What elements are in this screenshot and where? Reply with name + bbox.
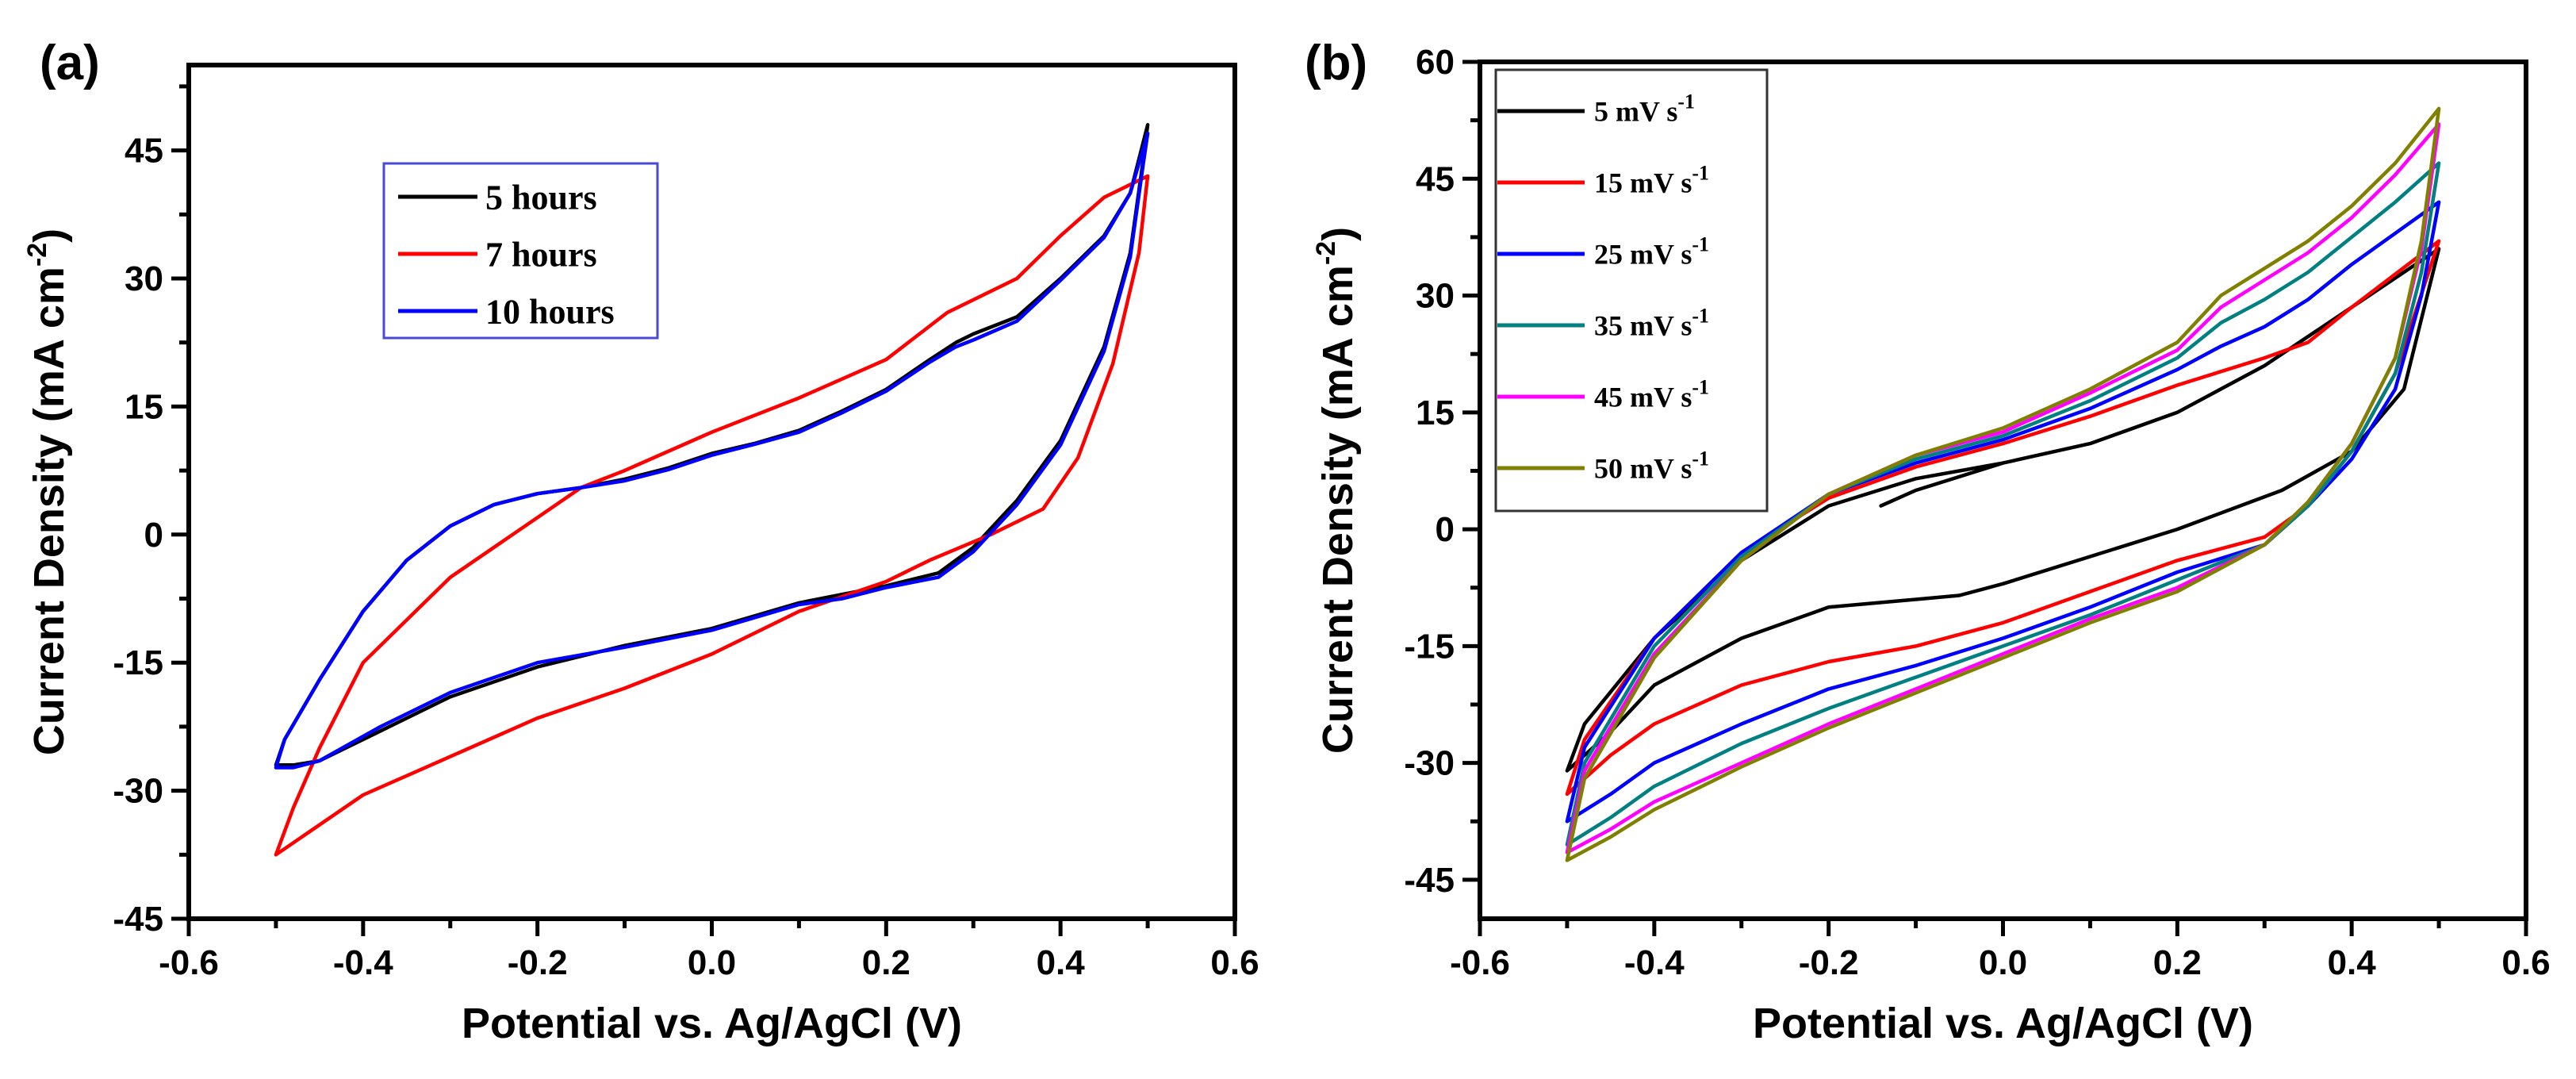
panel-b-legend-label-1: 15 mV s-1 — [1594, 162, 1709, 199]
panel-b-ytick-label: 45 — [1416, 159, 1455, 198]
panel-b-series-0 — [1565, 247, 2441, 773]
panel-b-legend-label-4: 45 mV s-1 — [1594, 376, 1709, 413]
panel-a-legend-box — [382, 162, 659, 340]
panel-b-yaxis-title-end: ) — [1314, 227, 1362, 241]
panel-b-legend-label-2: 25 mV s-1 — [1594, 233, 1709, 271]
panel-b-ytick-label: -15 — [1404, 627, 1455, 666]
panel-b-series-5 — [1565, 106, 2441, 862]
panel-b-ytick-label: -30 — [1404, 744, 1455, 783]
panel-a-axes-frame — [186, 63, 1237, 921]
panel-b-xtick-label: 0.2 — [2153, 943, 2202, 982]
panel-a-legend-label-2: 10 hours — [485, 292, 615, 331]
panel-b-yaxis-title: Current Density (mA cm-2) — [1311, 227, 1362, 754]
panel-a-legend-text-2: 10 hours — [485, 292, 615, 331]
panel-b-series-4 — [1565, 122, 2441, 854]
panel-a-yaxis-title-end: ) — [25, 228, 73, 243]
panel-a-xtick-label: -0.4 — [333, 943, 393, 982]
panel-a-ytick-label: 45 — [125, 132, 163, 171]
panel-a-series-group — [274, 123, 1150, 857]
panel-a-series-2 — [274, 131, 1150, 770]
panel-b-ytick-label: 30 — [1416, 277, 1455, 316]
panel-b-xtick-label: 0.4 — [2328, 943, 2377, 982]
panel-b-legend-box — [1494, 68, 1769, 513]
panel-a-chart: -0.6 -0.4 -0.2 0.0 0.2 0.4 0.6 -45 -30 -15 0 15 30 45… — [22, 36, 1259, 1047]
panel-b-legend-sup-1: -1 — [1692, 162, 1709, 185]
panel-b-chart: -0.6 -0.4 -0.2 0.0 0.2 0.4 0.6 -45 -30 -15 0 15 30 45… — [1305, 36, 2551, 1047]
panel-b-ytick-label: 60 — [1416, 43, 1455, 82]
panel-b-xtick-label: 0.0 — [1979, 943, 2027, 982]
panel-b-ytick-label: -45 — [1404, 861, 1455, 900]
panel-a-legend-label-0: 5 hours — [485, 178, 597, 217]
panel-a-legend-label-1: 7 hours — [485, 235, 597, 274]
panel-a-ytick-label: 30 — [125, 259, 163, 298]
panel-b-legend-label-0: 5 mV s-1 — [1594, 90, 1695, 128]
panel-b-xtick-label: 0.6 — [2501, 943, 2550, 982]
panel-a-xtick-label: -0.2 — [508, 943, 568, 982]
panel-a-ytick-label: 15 — [125, 387, 163, 426]
panel-b-legend-sup-5: -1 — [1692, 447, 1709, 470]
panel-b-legend-text-5: 50 mV s — [1594, 453, 1692, 485]
panel-b-legend-sup-3: -1 — [1692, 305, 1709, 328]
panel-b-legend-sup-4: -1 — [1692, 376, 1709, 399]
panel-a-xaxis-title: Potential vs. Ag/AgCl (V) — [462, 1000, 962, 1047]
panel-b-ytick-label: 0 — [1436, 510, 1455, 549]
panel-a-yaxis-title: Current Density (mA cm-2) — [22, 228, 73, 755]
panel-b-xtick-label: -0.2 — [1799, 943, 1859, 982]
panel-a-ytick-label: -45 — [113, 900, 163, 939]
panel-b-legend-sup-0: -1 — [1677, 90, 1695, 113]
panel-b-label: (b) — [1305, 36, 1367, 90]
panel-a-ytick-label: -15 — [113, 643, 163, 682]
panel-b-legend-label-3: 35 mV s-1 — [1594, 305, 1709, 342]
panel-a-legend: 5 hours 7 hours 10 hours — [382, 162, 659, 340]
panel-b-legend-text-1: 15 mV s — [1594, 167, 1692, 199]
panel-b-legend-label-5: 50 mV s-1 — [1594, 447, 1709, 485]
panel-b-xtick-label: -0.4 — [1624, 943, 1685, 982]
panel-b-xaxis-title: Potential vs. Ag/AgCl (V) — [1753, 1000, 2253, 1047]
panel-a-legend-text-1: 7 hours — [485, 235, 597, 274]
panel-b-xtick-label: -0.6 — [1450, 943, 1510, 982]
panel-b-series-group — [1565, 106, 2441, 862]
panel-b-legend-sup-2: -1 — [1692, 233, 1709, 256]
panel-b-legend-text-4: 45 mV s — [1594, 382, 1692, 413]
panel-a-yaxis-title-main: Current Density (mA cm — [25, 267, 73, 755]
panel-a-xtick-label: -0.6 — [159, 943, 219, 982]
panel-a-series-1 — [274, 174, 1150, 857]
panel-b-series-3 — [1565, 161, 2441, 847]
panel-b-yaxis-title-sup: -2 — [1311, 241, 1341, 265]
panel-b-legend-text-0: 5 mV s — [1594, 96, 1677, 128]
panel-b-series-2 — [1565, 200, 2441, 824]
panel-a-ytick-label: -30 — [113, 772, 163, 811]
panel-a-xtick-label: 0.0 — [688, 943, 736, 982]
panel-b-legend: 5 mV s-115 mV s-125 mV s-135 mV s-145 mV… — [1494, 68, 1769, 513]
panel-b-legend-text-2: 25 mV s — [1594, 239, 1692, 271]
panel-a-xtick-label: 0.2 — [862, 943, 910, 982]
panel-b-legend-text-3: 35 mV s — [1594, 310, 1692, 342]
panel-a-xtick-label: 0.4 — [1037, 943, 1086, 982]
panel-b-ytick-label: 15 — [1416, 394, 1455, 432]
panel-a-legend-text-0: 5 hours — [485, 178, 597, 217]
panel-a-yaxis-title-sup: -2 — [22, 243, 52, 267]
panel-a-xtick-label: 0.6 — [1210, 943, 1259, 982]
panel-a-ytick-label: 0 — [144, 516, 163, 555]
panel-a-label: (a) — [40, 36, 100, 90]
panel-b-yaxis-title-main: Current Density (mA cm — [1314, 265, 1362, 754]
